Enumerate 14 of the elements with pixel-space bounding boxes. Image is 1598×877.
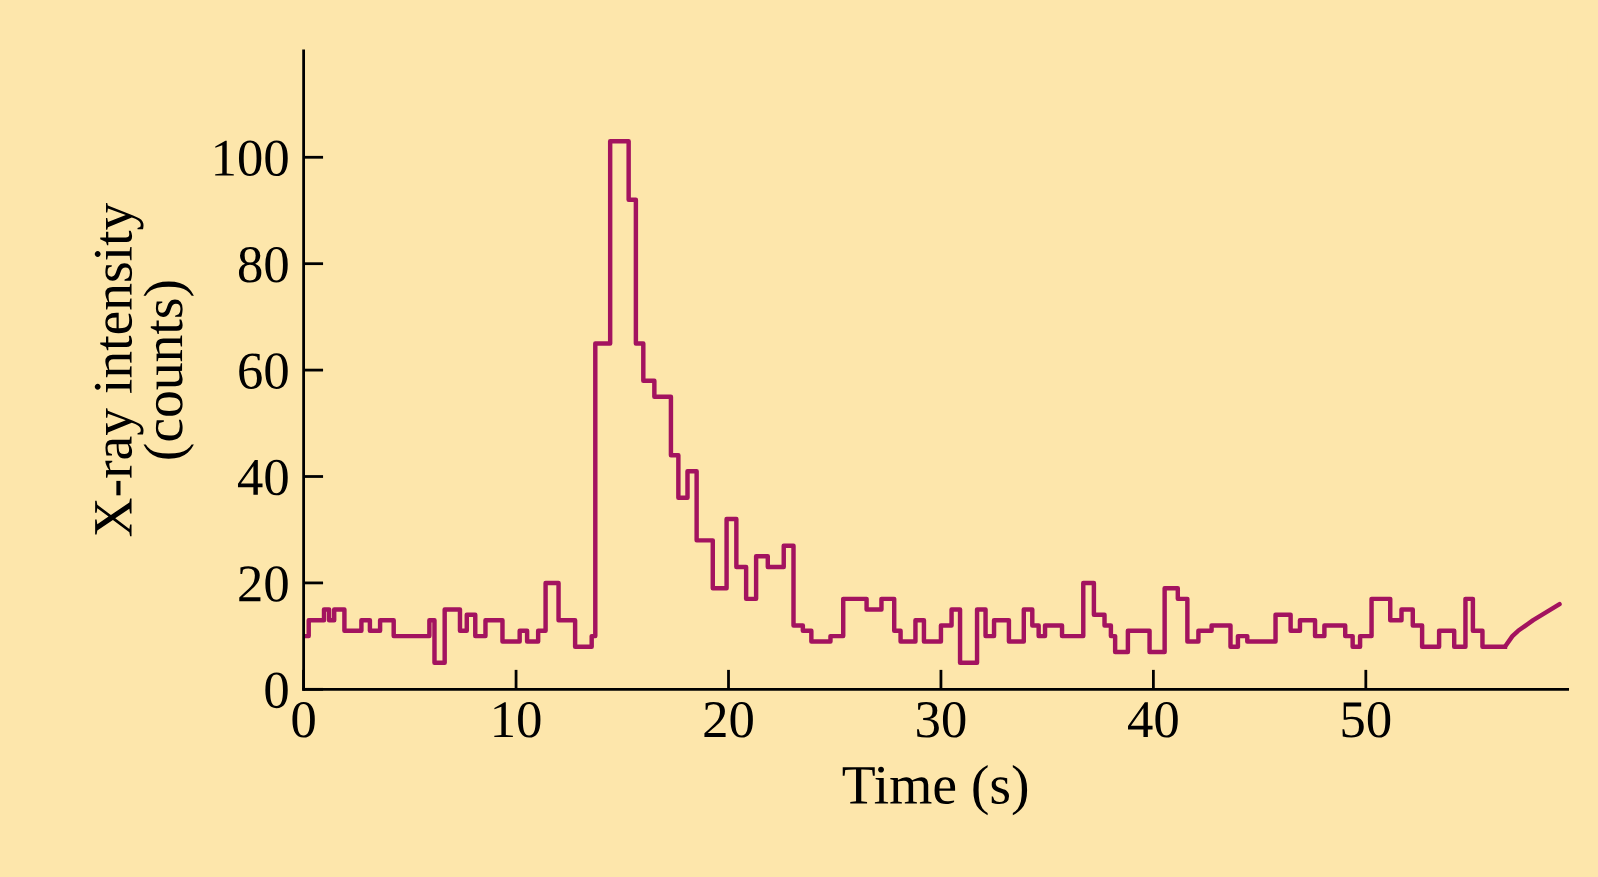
x-axis-title: Time (s): [842, 764, 1028, 816]
y-tick-label: 0: [265, 672, 288, 709]
y-axis-title: X-ray intensity (counts): [94, 202, 194, 537]
y-tick-label: 20: [239, 566, 288, 602]
x-tick-label: 30: [917, 701, 966, 738]
x-tick-label: 50: [1342, 701, 1391, 738]
x-tick-label: 20: [704, 701, 753, 738]
y-tick-label: 100: [215, 140, 288, 177]
x-tick-label: 0: [292, 701, 315, 738]
y-tick-label: 40: [237, 459, 288, 496]
y-tick-label: 80: [238, 246, 288, 283]
x-tick-label: 40: [1128, 701, 1178, 738]
x-tick-label: 10: [494, 701, 541, 738]
y-tick-label: 60: [239, 353, 288, 389]
